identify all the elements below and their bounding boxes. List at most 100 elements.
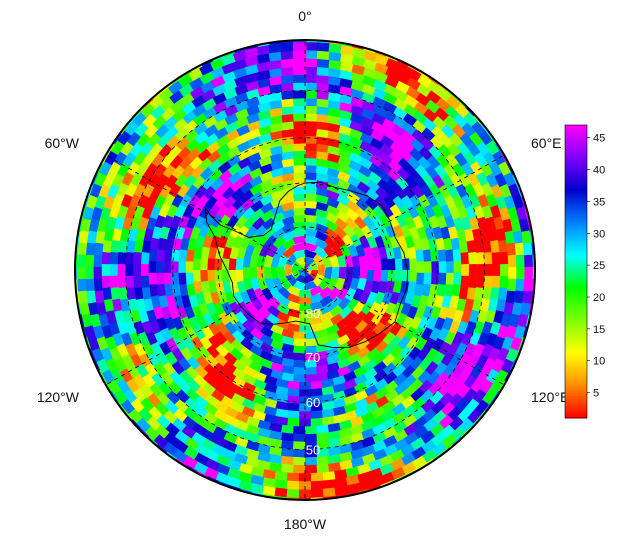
- field-cell: [346, 344, 361, 357]
- field-cell: [460, 363, 475, 380]
- field-cell: [210, 66, 227, 80]
- field-cell: [403, 103, 420, 118]
- field-cell: [236, 280, 247, 294]
- field-cell: [247, 143, 262, 156]
- field-cell: [221, 70, 238, 83]
- field-cell: [258, 147, 273, 159]
- field-cell: [178, 248, 188, 262]
- field-cell: [250, 318, 265, 332]
- field-cell: [485, 332, 498, 348]
- field-cell: [394, 88, 410, 103]
- field-cell: [309, 323, 323, 333]
- field-cell: [499, 206, 511, 223]
- field-cell: [187, 315, 200, 330]
- field-cell: [320, 416, 335, 426]
- field-cell: [409, 194, 423, 210]
- field-cell: [469, 216, 481, 232]
- field-cell: [281, 113, 295, 123]
- field-cell: [286, 285, 301, 297]
- field-cell: [86, 229, 98, 244]
- field-cell: [364, 393, 379, 406]
- colorbar-tick-label: 20: [593, 292, 605, 304]
- field-cell: [247, 151, 263, 164]
- field-cell: [224, 234, 236, 249]
- colorbar-segment: [565, 137, 587, 141]
- field-cell: [277, 254, 289, 268]
- colorbar-segment: [565, 139, 587, 143]
- field-cell: [233, 205, 247, 220]
- field-cell: [172, 236, 183, 251]
- field-cell: [352, 225, 366, 240]
- colorbar-segment: [565, 261, 587, 265]
- field-cell: [332, 485, 348, 497]
- field-cell: [216, 203, 230, 218]
- field-cell: [117, 274, 127, 288]
- field-cell: [198, 301, 210, 316]
- field-cell: [149, 236, 160, 251]
- field-cell: [378, 160, 393, 175]
- field-cell: [94, 289, 105, 304]
- field-cell: [394, 185, 408, 201]
- field-cell: [305, 193, 318, 202]
- field-cell: [395, 80, 412, 95]
- field-cell: [117, 262, 126, 276]
- field-cell: [403, 432, 419, 446]
- field-cell: [153, 330, 166, 346]
- field-cell: [91, 346, 105, 363]
- field-cell: [191, 94, 207, 108]
- field-cell: [168, 182, 182, 198]
- field-cell: [247, 135, 262, 148]
- field-cell: [204, 132, 220, 147]
- field-cell: [319, 295, 334, 308]
- field-cell: [95, 357, 110, 374]
- field-cell: [98, 159, 113, 176]
- field-cell: [380, 270, 389, 283]
- field-cell: [348, 152, 364, 164]
- colorbar-segment: [565, 300, 587, 304]
- field-cell: [248, 352, 263, 365]
- field-cell: [380, 400, 396, 414]
- colorbar-segment: [565, 183, 587, 187]
- field-cell: [323, 244, 337, 258]
- field-cell: [362, 75, 378, 88]
- field-cell: [340, 61, 355, 73]
- field-cell: [140, 262, 149, 276]
- field-cell: [389, 204, 403, 219]
- field-cell: [258, 296, 272, 311]
- field-cell: [201, 175, 216, 190]
- field-cell: [293, 214, 306, 223]
- field-cell: [375, 186, 389, 201]
- field-cell: [351, 255, 361, 268]
- field-cell: [320, 378, 335, 389]
- field-cell: [441, 317, 454, 332]
- field-cell: [319, 286, 333, 300]
- field-cell: [188, 345, 202, 361]
- field-cell: [494, 172, 508, 189]
- field-cell: [279, 440, 294, 450]
- field-cell: [133, 262, 142, 276]
- field-cell: [316, 128, 330, 138]
- field-cell: [318, 263, 325, 277]
- field-cell: [398, 148, 414, 163]
- field-cell: [297, 481, 312, 490]
- field-cell: [433, 295, 445, 309]
- field-cell: [281, 82, 295, 92]
- field-cell: [165, 336, 178, 352]
- field-cell: [321, 471, 336, 481]
- field-cell: [177, 356, 192, 371]
- field-cell: [117, 250, 127, 265]
- field-cell: [313, 253, 325, 266]
- field-cell: [218, 213, 231, 228]
- field-cell: [217, 291, 228, 305]
- field-cell: [335, 317, 350, 331]
- field-cell: [202, 312, 215, 327]
- field-cell: [385, 66, 401, 80]
- field-cell: [316, 58, 331, 69]
- field-cell: [258, 155, 273, 167]
- field-cell: [372, 321, 386, 336]
- field-cell: [406, 305, 419, 320]
- field-cell: [179, 236, 190, 251]
- field-cell: [359, 140, 375, 153]
- field-cell: [293, 143, 306, 152]
- field-cell: [213, 117, 229, 131]
